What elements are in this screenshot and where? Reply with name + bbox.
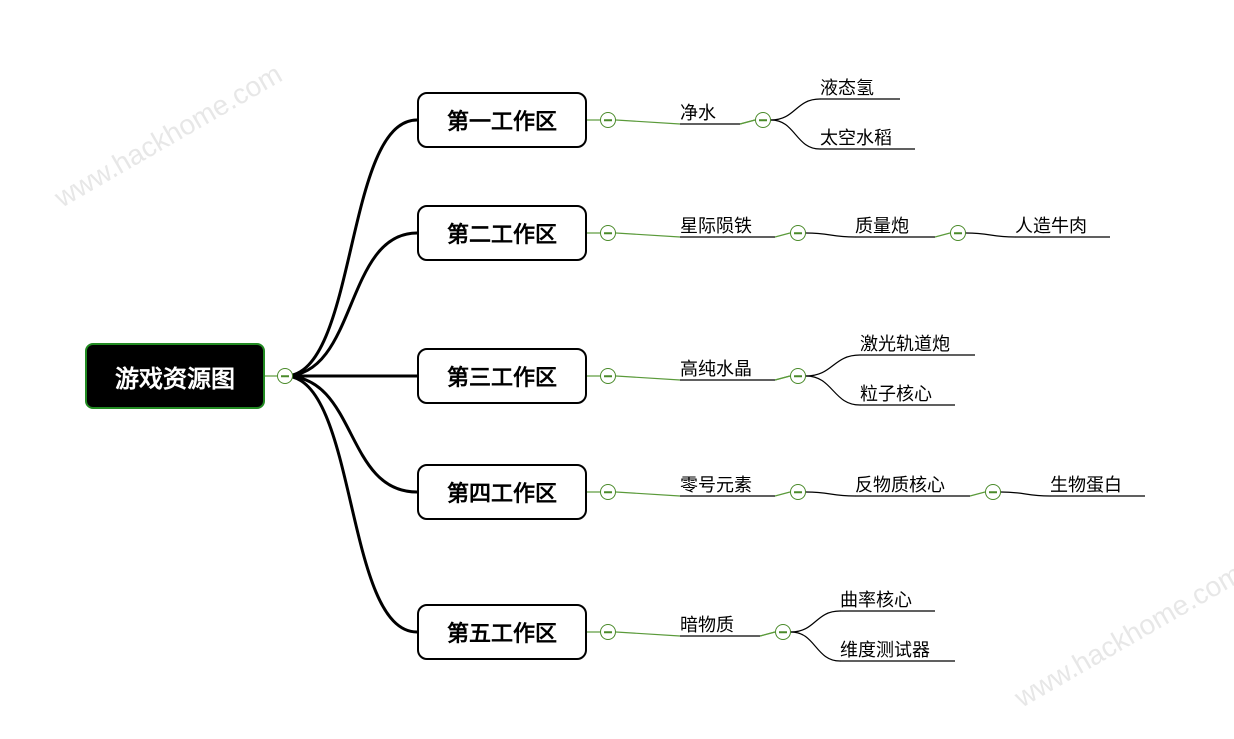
root-toggle[interactable]	[277, 368, 293, 384]
leaf-l4c: 生物蛋白	[1050, 472, 1122, 496]
zone-toggle-3[interactable]	[600, 368, 616, 384]
leaf-l3b: 激光轨道炮	[860, 331, 950, 355]
zone-node-1[interactable]: 第一工作区	[417, 92, 587, 148]
leaf-l3c: 粒子核心	[860, 381, 932, 405]
zone-node-3[interactable]: 第三工作区	[417, 348, 587, 404]
leaf-l4a: 零号元素	[680, 472, 752, 496]
leaf-l1c: 太空水稻	[820, 125, 892, 149]
mid-toggle-6[interactable]	[985, 484, 1001, 500]
zone-node-2[interactable]: 第二工作区	[417, 205, 587, 261]
root-node[interactable]: 游戏资源图	[85, 343, 265, 409]
mid-toggle-7[interactable]	[775, 624, 791, 640]
zone-toggle-2[interactable]	[600, 225, 616, 241]
zone-node-5[interactable]: 第五工作区	[417, 604, 587, 660]
zone-node-4[interactable]: 第四工作区	[417, 464, 587, 520]
leaf-l2c: 人造牛肉	[1015, 213, 1087, 237]
leaf-l2b: 质量炮	[855, 213, 909, 237]
zone-toggle-1[interactable]	[600, 112, 616, 128]
zone-toggle-5[interactable]	[600, 624, 616, 640]
leaf-l5b: 曲率核心	[840, 587, 912, 611]
leaf-l3a: 高纯水晶	[680, 356, 752, 380]
mid-toggle-2[interactable]	[790, 225, 806, 241]
leaf-l4b: 反物质核心	[855, 472, 945, 496]
leaf-l1b: 液态氢	[820, 75, 874, 99]
mid-toggle-3[interactable]	[950, 225, 966, 241]
leaf-l5c: 维度测试器	[840, 637, 930, 661]
mid-toggle-4[interactable]	[790, 368, 806, 384]
mid-toggle-1[interactable]	[755, 112, 771, 128]
zone-toggle-4[interactable]	[600, 484, 616, 500]
leaf-l1a: 净水	[680, 100, 716, 124]
leaf-l2a: 星际陨铁	[680, 213, 752, 237]
leaf-l5a: 暗物质	[680, 612, 734, 636]
mid-toggle-5[interactable]	[790, 484, 806, 500]
